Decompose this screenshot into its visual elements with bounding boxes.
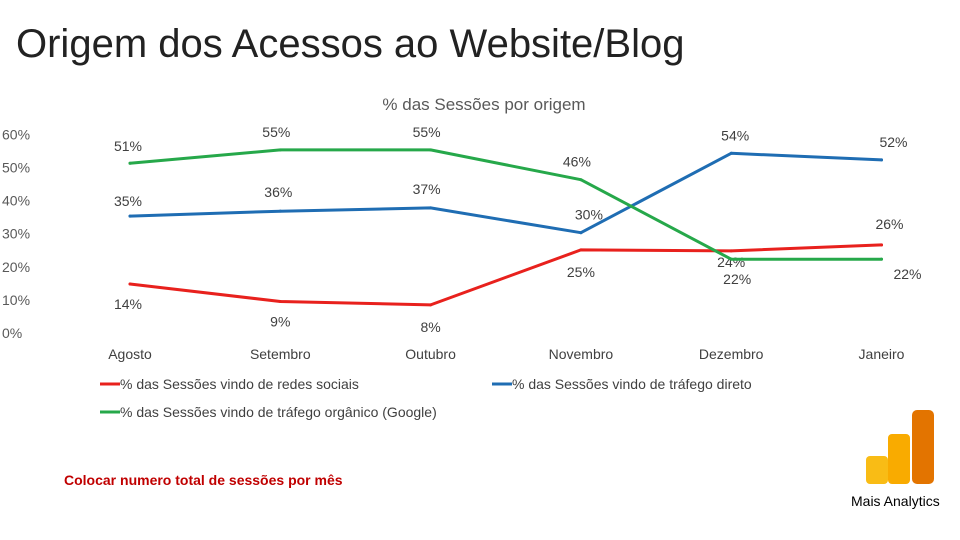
brand-label: Mais Analytics (851, 493, 940, 509)
legend-label: % das Sessões vindo de redes sociais (120, 376, 359, 392)
data-point (579, 178, 583, 182)
data-point (429, 303, 433, 307)
data-label: 55% (413, 124, 441, 140)
analytics-logo-icon (866, 410, 934, 484)
x-tick-label: Dezembro (699, 346, 764, 362)
data-point (729, 151, 733, 155)
data-label: 35% (114, 193, 142, 209)
data-label: 24% (717, 254, 745, 270)
data-label: 51% (114, 138, 142, 154)
data-label: 30% (575, 207, 603, 223)
data-point (429, 148, 433, 152)
y-tick-label: 30% (2, 226, 30, 242)
data-label: 9% (270, 314, 290, 330)
y-tick-label: 10% (2, 292, 30, 308)
chart-title: % das Sessões por origem (382, 95, 585, 114)
data-label: 46% (563, 154, 591, 170)
data-point (278, 209, 282, 213)
y-tick-label: 40% (2, 193, 30, 209)
data-point (128, 282, 132, 286)
data-label: 22% (893, 266, 921, 282)
data-label: 54% (721, 127, 749, 143)
data-label: 26% (875, 216, 903, 232)
y-tick-label: 0% (2, 325, 22, 341)
data-point (128, 214, 132, 218)
legend-label: % das Sessões vindo de tráfego orgânico … (120, 404, 437, 420)
data-label: 36% (264, 184, 292, 200)
data-label: 22% (723, 271, 751, 287)
series-line (128, 151, 883, 235)
x-tick-label: Agosto (108, 346, 152, 362)
data-point (429, 206, 433, 210)
data-point (880, 158, 883, 162)
data-point (729, 257, 733, 261)
data-point (579, 248, 583, 252)
series-line (128, 243, 883, 307)
x-tick-label: Novembro (549, 346, 614, 362)
data-label: 14% (114, 296, 142, 312)
data-point (579, 231, 583, 235)
x-tick-label: Janeiro (859, 346, 905, 362)
data-label: 52% (879, 134, 907, 150)
data-point (880, 257, 883, 261)
data-label: 55% (262, 124, 290, 140)
y-tick-label: 20% (2, 259, 30, 275)
legend-label: % das Sessões vindo de tráfego direto (512, 376, 752, 392)
data-point (880, 243, 883, 247)
series-line (128, 148, 883, 261)
data-label: 8% (420, 319, 440, 335)
data-point (278, 300, 282, 304)
y-tick-label: 50% (2, 160, 30, 176)
y-tick-label: 60% (2, 126, 30, 142)
data-point (729, 249, 733, 253)
data-point (278, 148, 282, 152)
data-point (128, 161, 132, 165)
note-text: Colocar numero total de sessões por mês (64, 472, 343, 488)
data-label: 25% (567, 264, 595, 280)
data-label: 37% (413, 181, 441, 197)
x-tick-label: Setembro (250, 346, 311, 362)
x-tick-label: Outubro (405, 346, 456, 362)
slide-title: Origem dos Acessos ao Website/Blog (16, 22, 685, 66)
